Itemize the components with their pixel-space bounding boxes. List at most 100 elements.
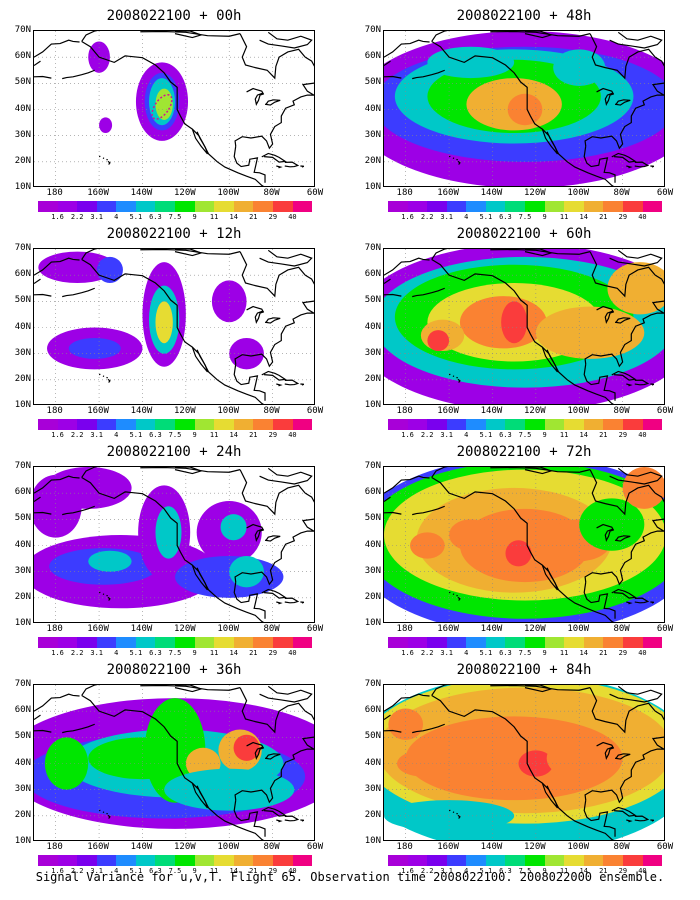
colorbar-tick-label: 6.3 (149, 431, 162, 439)
coastline (239, 251, 306, 298)
variance-region (155, 506, 182, 559)
colorbar-tick-label: 11 (559, 213, 569, 221)
latitude-label: 60N (364, 269, 381, 280)
coastline (140, 467, 241, 473)
colorbar-swatch (388, 855, 408, 866)
coastline (596, 305, 615, 324)
colorbar-swatch (622, 855, 643, 866)
coastline (384, 293, 402, 297)
coastline (490, 467, 591, 473)
colorbar-labels: 1.6 2.2 3.1 4 5.1 6.3 7.5 9 11 14 21 29 40 (388, 649, 662, 659)
coastline (102, 811, 105, 813)
colorbar-tick-label: 7.5 (518, 649, 532, 657)
colorbar-tick-label: 4 (464, 213, 469, 221)
colorbar-tick-label: 7.5 (168, 649, 182, 657)
coastline (614, 317, 631, 324)
coastline (490, 249, 591, 255)
colorbar-swatch (272, 637, 293, 648)
colorbar-swatch (214, 201, 234, 212)
colorbar-swatch (214, 855, 234, 866)
variance-region (459, 747, 504, 780)
coastline (431, 467, 448, 478)
coastline (233, 582, 266, 619)
colorbar-swatch (233, 201, 254, 212)
map-frame (33, 466, 315, 623)
colorbar-labels: 1.6 2.2 3.1 4 5.1 6.3 7.5 9 11 14 21 29 40 (38, 431, 312, 441)
colorbar-swatch (155, 637, 176, 648)
latitude-label: 20N (364, 809, 381, 820)
longitude-label: 180 (46, 842, 63, 852)
longitude-label: 100W (567, 406, 590, 416)
colorbar-swatch (427, 419, 447, 430)
panel-title: 2008022100 + 00h (106, 8, 242, 24)
colorbar-swatch (175, 201, 195, 212)
latitude-label: 30N (364, 129, 381, 140)
map-canvas (384, 31, 664, 186)
coastline (233, 800, 266, 837)
colorbar-swatch (642, 201, 663, 212)
colorbar-tick-label: 29 (618, 649, 628, 657)
colorbar-swatch (292, 201, 313, 212)
colorbar-swatch (564, 419, 584, 430)
colorbar-tick-label: 4 (464, 867, 469, 875)
coastline (457, 596, 461, 601)
coastline (233, 364, 266, 401)
colorbar-swatch (485, 201, 506, 212)
longitude-label: 100W (217, 842, 240, 852)
coastline (412, 287, 445, 298)
coastline (384, 475, 430, 494)
colorbar-tick-label: 2.2 (420, 649, 434, 657)
coastline (34, 511, 52, 515)
map-canvas (34, 467, 314, 622)
longitude-label: 100W (217, 624, 240, 634)
variance-region (427, 330, 450, 352)
latitude-label: 60N (14, 487, 31, 498)
colorbar-tick-label: 11 (559, 649, 569, 657)
colorbar-swatch (96, 855, 117, 866)
colorbar-tick-label: 21 (599, 649, 608, 657)
colorbar-swatch (466, 855, 486, 866)
coastline (276, 819, 283, 823)
coastline (609, 249, 663, 267)
colorbar-tick-label: 9 (542, 649, 547, 657)
colorbar-swatch (292, 419, 313, 430)
coastline (431, 31, 448, 42)
colorbar-swatch (407, 201, 428, 212)
coastline (634, 161, 650, 168)
longitude-label: 180 (396, 842, 413, 852)
colorbar-tick-label: 40 (288, 649, 297, 657)
longitude-label: 80W (263, 188, 280, 198)
colorbar-tick-label: 21 (599, 431, 608, 439)
coastline (457, 160, 461, 165)
variance-region (546, 737, 612, 780)
colorbar (388, 637, 663, 648)
coastline (634, 597, 650, 604)
colorbar-tick-label: 21 (599, 213, 608, 221)
colorbar-tick-label: 1.6 (51, 867, 64, 875)
longitude-label: 100W (567, 842, 590, 852)
panel-title: 2008022100 + 24h (106, 444, 242, 460)
longitude-label: 80W (613, 842, 630, 852)
coastline (81, 31, 98, 42)
colorbar-tick-label: 7.5 (518, 431, 532, 439)
coastline (239, 687, 306, 734)
colorbar-swatch (175, 855, 195, 866)
colorbar-tick-label: 29 (268, 213, 278, 221)
colorbar-tick-label: 14 (229, 213, 238, 221)
colorbar-swatch (96, 201, 117, 212)
coastline (276, 165, 283, 169)
colorbar (38, 637, 313, 648)
latitude-label: 30N (14, 565, 31, 576)
colorbar-tick-label: 4 (114, 649, 119, 657)
colorbar-labels: 1.6 2.2 3.1 4 5.1 6.3 7.5 9 11 14 21 29 40 (38, 867, 312, 877)
variance-region (155, 301, 173, 344)
latitude-label: 70N (14, 243, 31, 253)
colorbar-tick-label: 21 (249, 213, 258, 221)
variance-region (38, 251, 117, 284)
colorbar-tick-label: 7.5 (168, 431, 182, 439)
colorbar-swatch (564, 637, 584, 648)
latitude-label: 20N (364, 591, 381, 602)
coastline (300, 383, 305, 386)
coastline (384, 257, 430, 276)
variance-region (501, 301, 528, 344)
